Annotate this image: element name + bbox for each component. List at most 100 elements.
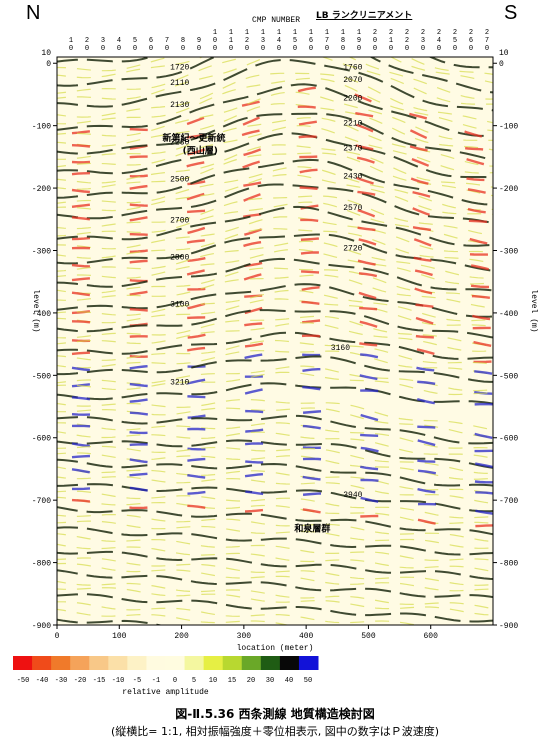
seismic-reflection-traces bbox=[57, 57, 493, 625]
velocity-label: 3100 bbox=[170, 301, 189, 310]
colorbar-tick-label: -10 bbox=[112, 677, 125, 685]
amplitude-band bbox=[71, 186, 493, 224]
velocity-label: 1760 bbox=[343, 63, 362, 72]
y-axis-label-left: level (m) bbox=[31, 289, 40, 332]
velocity-label: 2500 bbox=[170, 176, 189, 185]
x-tick-label: 200 bbox=[174, 632, 189, 641]
reflection-line bbox=[57, 58, 493, 112]
reflection-line bbox=[57, 309, 493, 339]
amplitude-band bbox=[71, 119, 493, 168]
reflection-line bbox=[57, 57, 493, 94]
velocity-label: 2200 bbox=[343, 95, 362, 104]
reflection-line bbox=[57, 166, 493, 211]
amplitude-band bbox=[71, 236, 493, 272]
reflection-line bbox=[57, 144, 493, 188]
amplitude-band bbox=[71, 154, 493, 196]
y-tick-label-right: 0 bbox=[499, 60, 504, 69]
geology-annotation: 新第紀～更新統 bbox=[163, 132, 226, 144]
y-tick-label-left: -900 bbox=[32, 622, 51, 631]
y-tick-label-right: -400 bbox=[499, 310, 518, 319]
reflection-line bbox=[57, 72, 493, 124]
y-tick-label-left: 0 bbox=[46, 60, 51, 69]
amplitude-band bbox=[71, 135, 493, 182]
colorbar-tick-label: 10 bbox=[209, 677, 217, 685]
cmp-number-label: CMP NUMBER bbox=[252, 16, 301, 25]
velocity-label: 2230 bbox=[170, 138, 189, 147]
plot-frame bbox=[56, 56, 494, 626]
y-tick-label-right: -800 bbox=[499, 560, 518, 569]
colorbar-tick-label: 0 bbox=[173, 677, 177, 685]
south-label: S bbox=[504, 2, 518, 24]
velocity-label: 3940 bbox=[343, 491, 362, 500]
velocity-label: 2210 bbox=[343, 120, 362, 129]
colorbar-tick-label: 30 bbox=[266, 677, 274, 685]
colorbar-group: -50 -40 -30 -20 -15 -10 -5 -1 0 5 10 15 20 30 40 50rela… bbox=[13, 656, 319, 697]
reflection-line bbox=[57, 57, 493, 84]
y-tick-label-left: -700 bbox=[32, 497, 51, 506]
colorbar-tick-label: -5 bbox=[133, 677, 141, 685]
velocity-label: 2430 bbox=[343, 173, 362, 182]
amplitude-band bbox=[71, 86, 493, 140]
reflection-line bbox=[57, 112, 493, 161]
amplitude-band bbox=[71, 168, 493, 215]
amplitude-band bbox=[71, 367, 493, 395]
reflection-line bbox=[57, 205, 493, 247]
colorbar-swatch bbox=[165, 656, 186, 670]
reflection-line bbox=[57, 132, 493, 179]
velocity-label: 2370 bbox=[343, 145, 362, 154]
reflection-line bbox=[57, 550, 493, 581]
reflection-line bbox=[57, 248, 493, 285]
amplitude-band bbox=[71, 454, 493, 484]
colorbar-swatch bbox=[222, 656, 243, 670]
colorbar-swatch bbox=[241, 656, 262, 670]
x-tick-label: 400 bbox=[299, 632, 314, 641]
amplitude-band bbox=[72, 485, 493, 515]
colorbar-tick-label: 50 bbox=[304, 677, 312, 685]
amplitude-band bbox=[71, 318, 493, 348]
x-tick-label: 0 bbox=[55, 632, 60, 641]
axes-group: 0 100 200 300 400 500 600 0 0 -100 -100 -200 -200 -30… bbox=[31, 29, 538, 653]
reflection-line bbox=[57, 240, 493, 279]
amplitude-band bbox=[71, 409, 493, 440]
amplitude-band bbox=[71, 424, 493, 453]
amplitude-band bbox=[71, 442, 493, 469]
x-tick-label: 300 bbox=[237, 632, 252, 641]
colorbar-swatch bbox=[89, 656, 109, 670]
amplitude-band bbox=[71, 203, 493, 246]
y-tick-label-left: -300 bbox=[32, 247, 51, 256]
colorbar-tick-label: -1 bbox=[152, 677, 160, 685]
amplitude-band bbox=[71, 269, 493, 300]
colorbar-swatch bbox=[184, 656, 205, 670]
colorbar-label: relative amplitude bbox=[122, 688, 209, 697]
lineament-label: LB ランクリニアメント bbox=[316, 11, 413, 21]
reflection-line bbox=[57, 569, 493, 599]
y-top-label-left: 10 bbox=[41, 49, 51, 58]
geology-annotation: 和泉層群 bbox=[293, 522, 330, 534]
reflection-line bbox=[57, 331, 493, 360]
colorbar-swatch bbox=[13, 656, 33, 670]
figure-caption-title: 図-Ⅱ.5.36 西条測線 地質構造検討図 bbox=[175, 707, 375, 721]
reflection-line bbox=[57, 355, 493, 383]
velocity-label: 2070 bbox=[343, 76, 362, 85]
reflection-line bbox=[57, 506, 493, 536]
